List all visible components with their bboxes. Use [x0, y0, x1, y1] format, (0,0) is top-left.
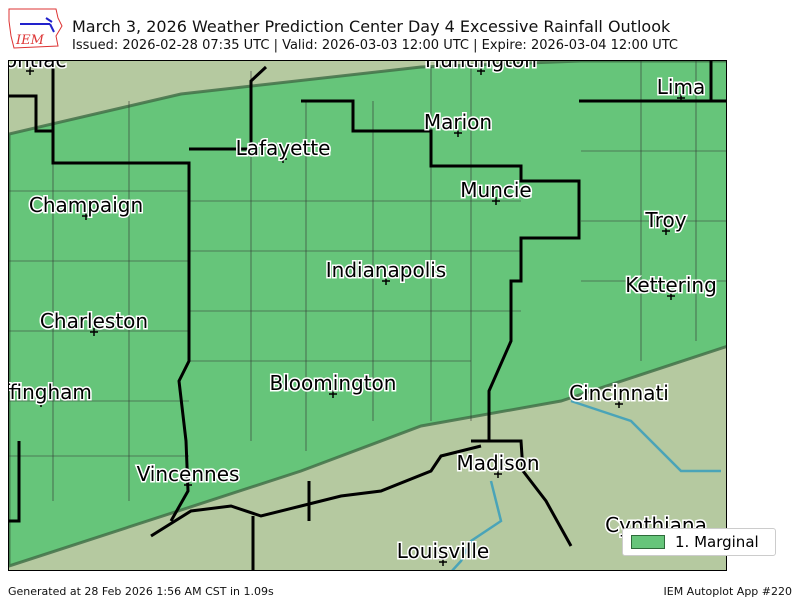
chart-title: March 3, 2026 Weather Prediction Center … — [72, 17, 671, 36]
legend-swatch-marginal — [631, 535, 665, 549]
svg-text:IEM: IEM — [15, 33, 45, 48]
city-marker — [662, 227, 670, 235]
city-label: Effingham — [9, 380, 92, 404]
city-marker — [26, 67, 34, 75]
city-marker — [439, 558, 447, 566]
city-label: Marion — [424, 110, 492, 134]
city-label: Lima — [657, 75, 705, 99]
city-marker — [37, 399, 45, 407]
city-marker — [477, 67, 485, 75]
chart-subtitle: Issued: 2026-02-28 07:35 UTC | Valid: 20… — [72, 38, 678, 53]
city-marker — [184, 481, 192, 489]
city-marker — [454, 129, 462, 137]
city-marker — [615, 400, 623, 408]
city-marker — [492, 197, 500, 205]
city-label: Bloomington — [270, 371, 397, 395]
city-marker — [90, 328, 98, 336]
city-label: Muncie — [460, 178, 531, 202]
city-label: Madison — [456, 451, 539, 475]
city-marker — [329, 390, 337, 398]
ohio-river — [451, 399, 721, 570]
city-marker — [82, 212, 90, 220]
city-label: Indianapolis — [326, 258, 446, 282]
city-label: Charleston — [40, 309, 148, 333]
legend-label-marginal: 1. Marginal — [675, 533, 759, 551]
city-label: Louisville — [397, 539, 490, 563]
city-label: Cincinnati — [569, 381, 669, 405]
city-marker — [279, 155, 287, 163]
city-label: Troy — [644, 208, 686, 232]
city-label: Champaign — [29, 193, 143, 217]
city-label: Kettering — [625, 273, 717, 297]
iem-logo: IEM — [8, 8, 63, 49]
footer-generated: Generated at 28 Feb 2026 1:56 AM CST in … — [8, 585, 274, 598]
city-marker — [382, 277, 390, 285]
footer-app: IEM Autoplot App #220 — [663, 585, 793, 598]
city-label: Lafayette — [236, 136, 331, 160]
city-label: Vincennes — [137, 462, 240, 486]
city-label: Pontiac — [9, 61, 66, 72]
city-label: Huntington — [425, 61, 537, 72]
map: Pontiac Huntington Lima Marion Lafayette Munc… — [8, 60, 727, 571]
legend: 1. Marginal — [622, 528, 776, 556]
city-marker — [667, 292, 675, 300]
city-marker — [677, 94, 685, 102]
county-lines — [9, 61, 726, 501]
city-marker — [494, 470, 502, 478]
